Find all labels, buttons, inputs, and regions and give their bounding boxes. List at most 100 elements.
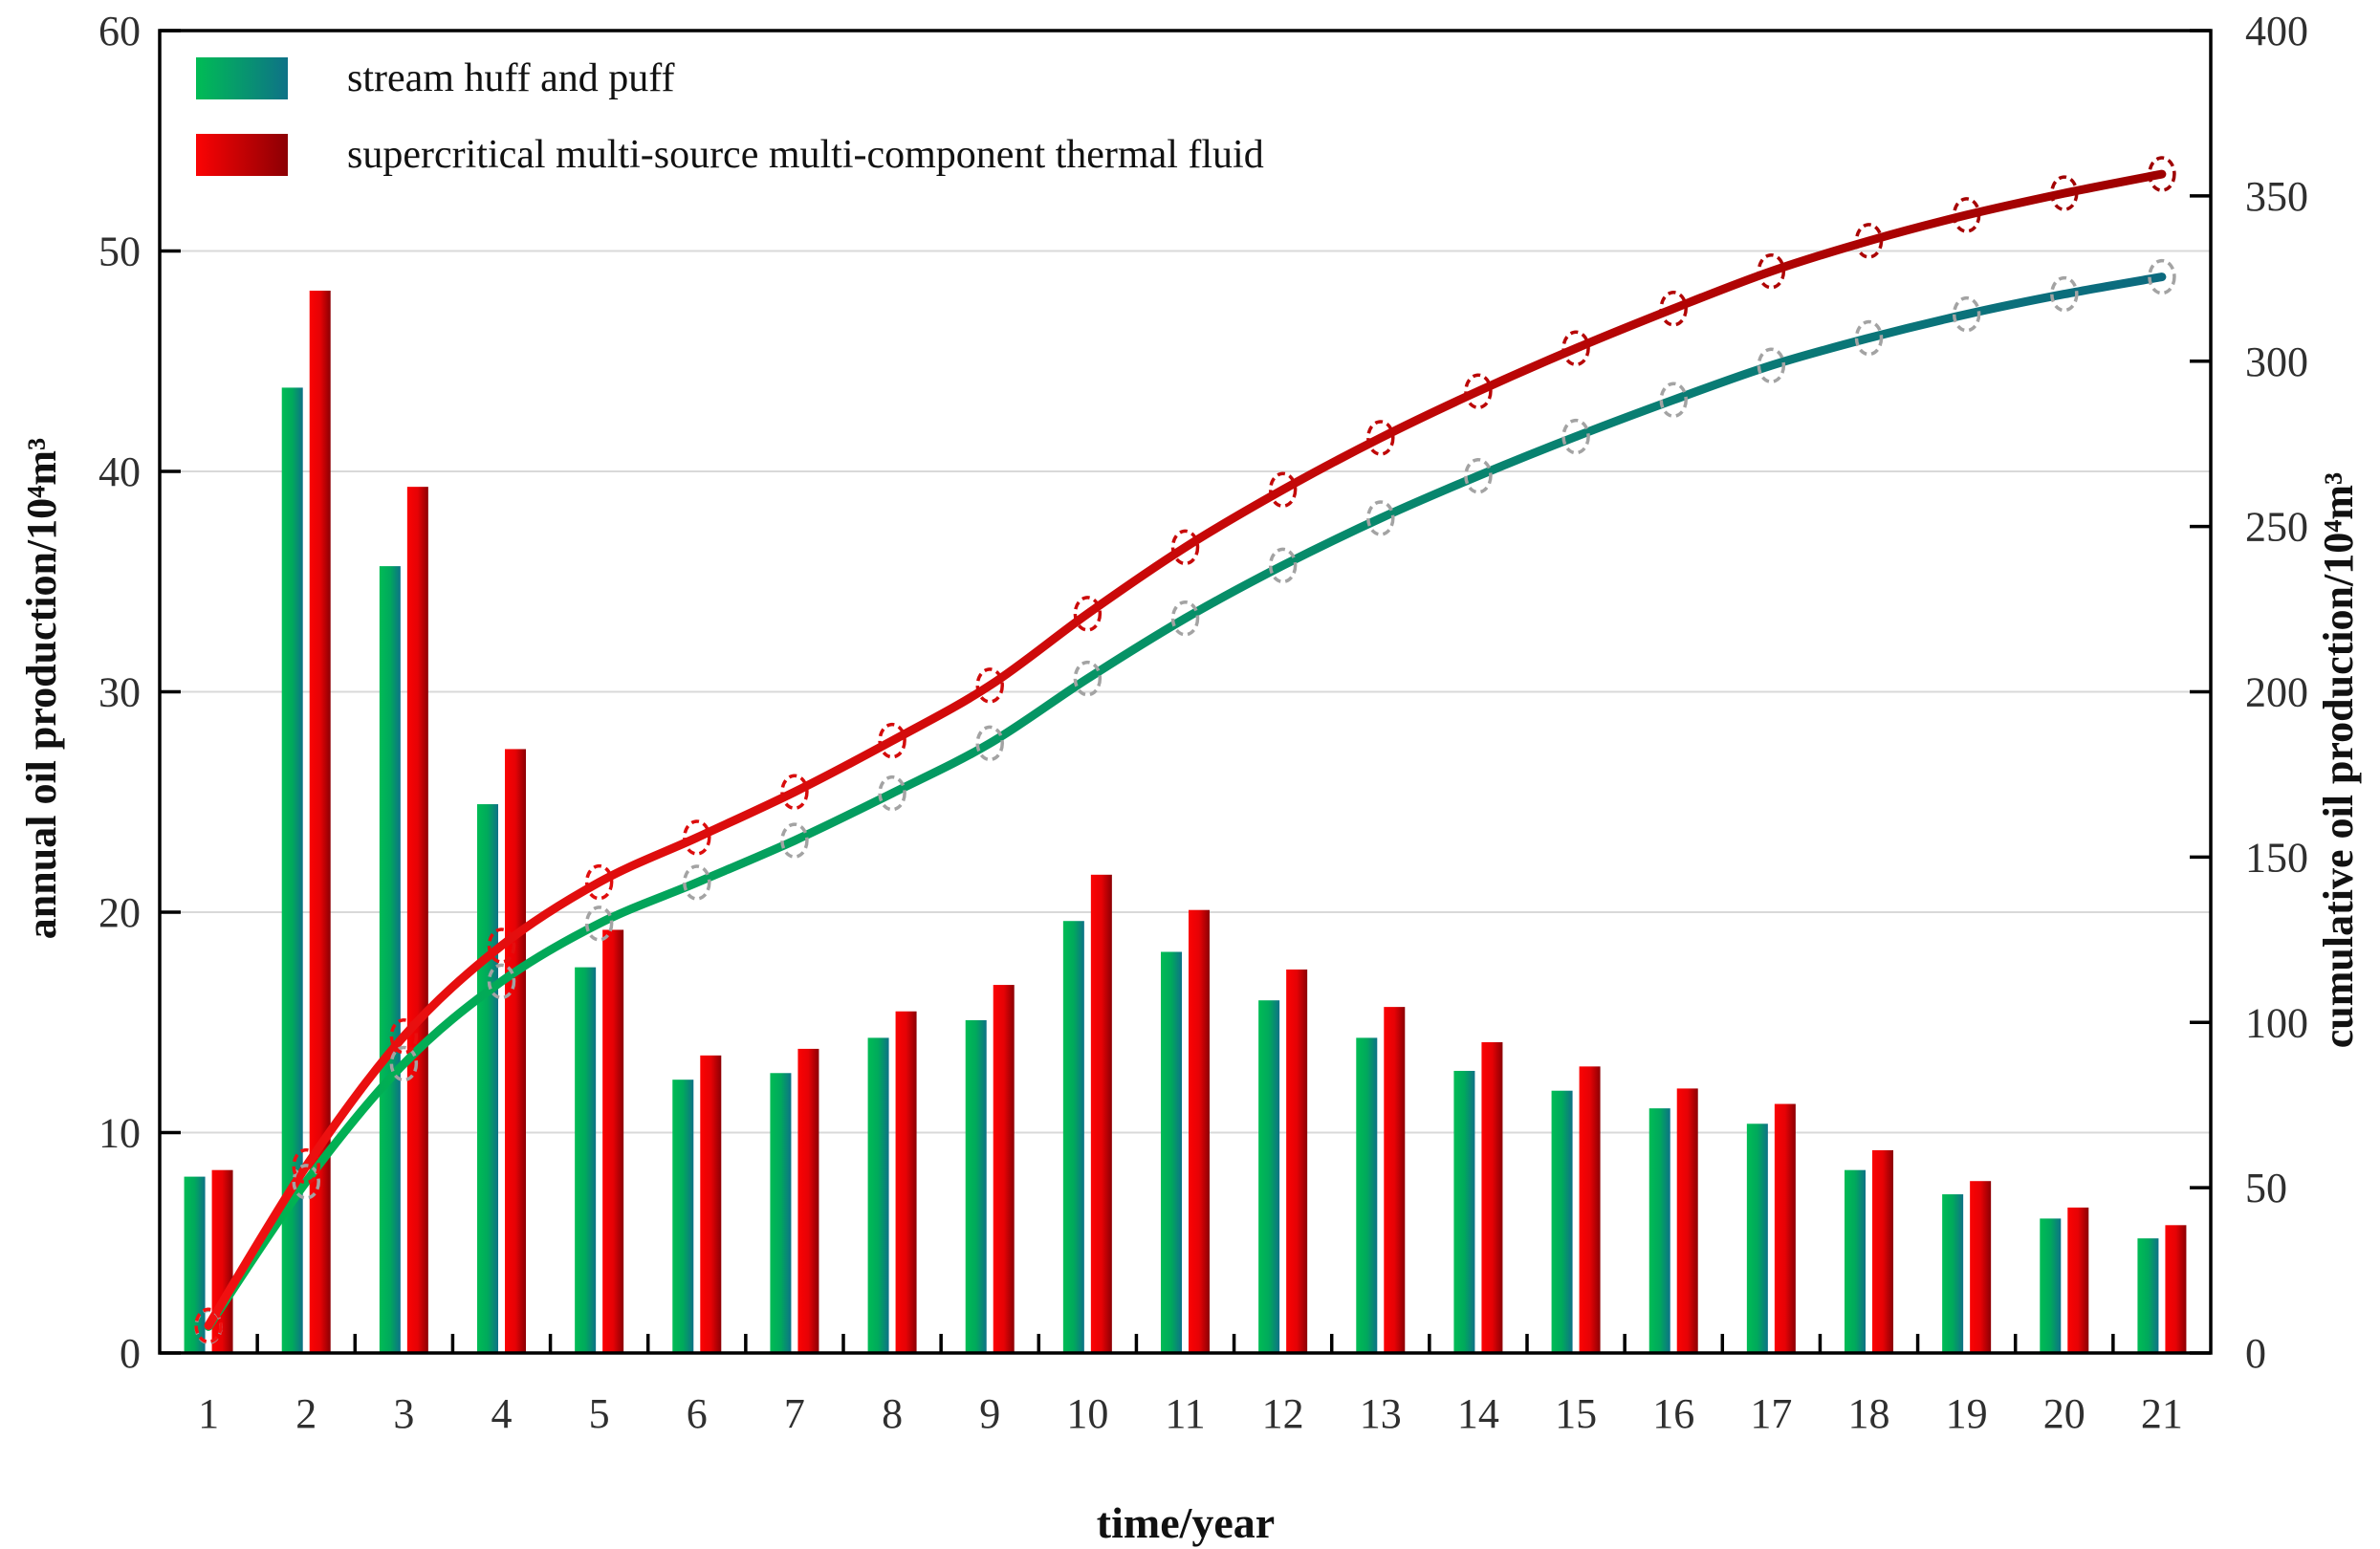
x-tick-label-14: 14: [1457, 1390, 1499, 1437]
x-tick-label-4: 4: [491, 1390, 513, 1437]
marker-steam-year-19: [1952, 295, 1981, 333]
legend: stream huff and puff supercritical multi…: [196, 57, 1264, 176]
marker-steam-year-6: [683, 864, 711, 901]
x-tick-label-1: 1: [198, 1390, 219, 1437]
bar-steam-year-12: [1258, 1000, 1280, 1353]
marker-supercritical-year-4: [487, 927, 516, 964]
bar-steam-year-15: [1551, 1090, 1573, 1353]
marker-steam-year-9: [975, 725, 1004, 762]
bar-supercritical-year-3: [406, 487, 428, 1353]
bar-steam-year-6: [672, 1080, 694, 1353]
bar-supercritical-year-12: [1286, 969, 1308, 1353]
x-tick-label-12: 12: [1262, 1390, 1304, 1437]
bar-steam-year-17: [1746, 1124, 1768, 1353]
marker-supercritical-year-7: [780, 774, 809, 811]
marker-supercritical-year-6: [683, 819, 711, 856]
bar-steam-year-11: [1161, 951, 1182, 1353]
legend-swatch-supercritical: [196, 134, 288, 176]
left-tick-label-40: 40: [98, 448, 141, 495]
bar-steam-year-3: [379, 566, 401, 1353]
marker-supercritical-year-14: [1464, 373, 1493, 409]
marker-supercritical-year-20: [2050, 175, 2079, 211]
bar-steam-year-10: [1062, 921, 1084, 1353]
marker-supercritical-year-19: [1952, 197, 1981, 233]
marker-supercritical-year-16: [1659, 291, 1688, 327]
bar-steam-year-7: [770, 1073, 792, 1353]
left-tick-label-50: 50: [98, 229, 141, 275]
marker-supercritical-year-11: [1170, 529, 1200, 566]
right-tick-label-50: 50: [2245, 1165, 2287, 1211]
marker-steam-year-12: [1268, 547, 1298, 584]
marker-steam-year-11: [1170, 600, 1200, 637]
marker-steam-year-2: [292, 1164, 320, 1200]
bar-supercritical-year-5: [602, 929, 624, 1353]
marker-supercritical-year-5: [584, 863, 614, 901]
bar-steam-year-16: [1649, 1108, 1670, 1353]
marker-supercritical-year-3: [389, 1018, 419, 1055]
marker-supercritical-year-21: [2148, 156, 2176, 192]
right-tick-label-100: 100: [2245, 999, 2308, 1046]
bar-steam-year-8: [867, 1037, 889, 1353]
bar-steam-year-14: [1453, 1070, 1475, 1353]
marker-supercritical-year-10: [1073, 596, 1103, 632]
bar-supercritical-year-21: [2165, 1225, 2187, 1353]
bar-supercritical-year-11: [1189, 909, 1210, 1353]
bar-supercritical-year-10: [1090, 874, 1112, 1353]
left-tick-label-10: 10: [98, 1110, 141, 1157]
bar-steam-year-1: [184, 1176, 206, 1353]
marker-steam-year-20: [2050, 275, 2079, 313]
right-tick-label-300: 300: [2245, 338, 2308, 385]
x-tick-label-8: 8: [882, 1390, 903, 1437]
marker-supercritical-year-9: [975, 667, 1004, 704]
marker-steam-year-16: [1659, 382, 1688, 418]
marker-steam-year-17: [1757, 347, 1786, 383]
legend-label-supercritical: supercritical multi-source multi-compone…: [347, 133, 1264, 177]
x-tick-label-7: 7: [784, 1390, 805, 1437]
right-tick-label-150: 150: [2245, 834, 2308, 881]
bar-steam-year-18: [1845, 1169, 1866, 1353]
marker-steam-year-15: [1561, 418, 1590, 455]
marker-supercritical-year-18: [1854, 223, 1884, 259]
marker-steam-year-7: [780, 822, 809, 859]
marker-steam-year-3: [389, 1045, 419, 1082]
bar-steam-year-19: [1942, 1194, 1964, 1353]
bar-steam-year-5: [575, 967, 597, 1353]
bar-steam-year-21: [2137, 1238, 2159, 1353]
line-cumulative-supercritical: [204, 169, 2167, 1330]
bar-supercritical-year-7: [797, 1048, 819, 1353]
right-tick-label-200: 200: [2245, 669, 2308, 716]
right-tick-label-400: 400: [2245, 8, 2308, 55]
bar-supercritical-year-18: [1872, 1149, 1893, 1353]
bar-supercritical-year-4: [505, 749, 526, 1353]
x-axis-title: time/year: [1096, 1498, 1276, 1547]
bar-supercritical-year-8: [895, 1011, 917, 1353]
right-tick-label-350: 350: [2245, 173, 2308, 220]
bar-supercritical-year-14: [1481, 1041, 1503, 1353]
x-tick-label-18: 18: [1848, 1390, 1890, 1437]
legend-item-supercritical: supercritical multi-source multi-compone…: [196, 134, 1264, 176]
bar-supercritical-year-13: [1384, 1007, 1406, 1353]
x-tick-label-17: 17: [1750, 1390, 1792, 1437]
x-tick-label-5: 5: [589, 1390, 610, 1437]
marker-supercritical-year-13: [1366, 420, 1395, 456]
bar-steam-year-2: [281, 387, 303, 1353]
marker-steam-year-14: [1464, 457, 1493, 494]
marker-steam-year-21: [2148, 258, 2176, 295]
left-tick-label-30: 30: [98, 669, 141, 716]
marker-steam-year-4: [487, 963, 516, 1000]
marker-supercritical-year-2: [292, 1147, 320, 1185]
right-tick-label-0: 0: [2245, 1330, 2266, 1377]
left-tick-label-0: 0: [120, 1330, 141, 1377]
x-tick-label-9: 9: [979, 1390, 1000, 1437]
bar-steam-year-4: [477, 804, 498, 1353]
left-axis-title: annual oil production/10⁴m³: [18, 437, 65, 940]
bar-supercritical-year-9: [993, 985, 1015, 1353]
marker-steam-year-10: [1073, 660, 1103, 697]
bar-steam-year-9: [965, 1019, 987, 1353]
marker-steam-year-13: [1366, 500, 1395, 536]
x-tick-label-20: 20: [2043, 1390, 2085, 1437]
x-tick-label-13: 13: [1360, 1390, 1402, 1437]
marker-supercritical-year-8: [878, 722, 906, 759]
legend-label-steam: stream huff and puff: [347, 56, 675, 100]
